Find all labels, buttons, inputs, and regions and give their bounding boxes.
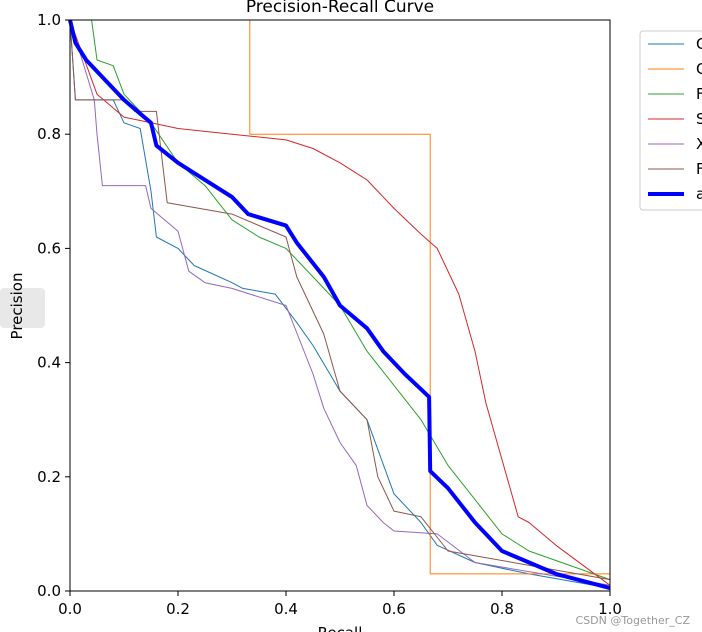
y-tick-label: 0.2	[37, 468, 61, 486]
legend-label: F	[696, 85, 702, 103]
legend-label: F	[696, 160, 702, 178]
chart-title: Precision-Recall Curve	[246, 0, 434, 17]
y-tick-label: 0.4	[37, 354, 61, 372]
y-tick-label: 1.0	[37, 11, 61, 29]
x-tick-label: 1.0	[598, 600, 622, 618]
legend-label: a	[696, 185, 702, 203]
y-tick-label: 0.0	[37, 582, 61, 600]
legend-label: C	[696, 60, 702, 78]
x-tick-label: 0.6	[382, 600, 406, 618]
series-line	[70, 19, 611, 581]
series-line	[70, 19, 611, 580]
series-line	[69, 19, 611, 589]
series-line	[69, 19, 611, 586]
y-tick-label: 0.8	[37, 125, 61, 143]
series-line	[69, 19, 611, 586]
legend-label: C	[696, 35, 702, 53]
x-axis-label: Recall	[318, 624, 363, 632]
overlay-box	[0, 288, 45, 328]
y-tick-label: 0.6	[37, 239, 61, 257]
plot-frame	[69, 19, 611, 592]
legend-box	[639, 30, 702, 211]
y-axis-label: Precision	[8, 273, 26, 340]
x-tick-label: 0.8	[490, 600, 514, 618]
x-tick-label: 0.0	[58, 600, 82, 618]
x-tick-label: 0.4	[274, 600, 298, 618]
legend-label: X	[696, 135, 702, 153]
watermark: CSDN @Together_CZ	[576, 614, 691, 627]
legend-label: S	[696, 110, 702, 128]
x-tick-label: 0.2	[166, 600, 190, 618]
series-line	[69, 19, 611, 581]
series-line	[68, 19, 611, 591]
